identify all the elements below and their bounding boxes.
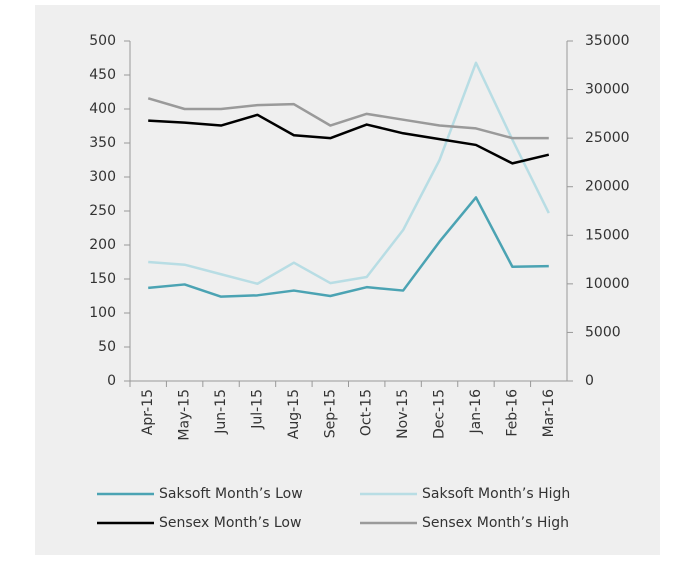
- y-tick-label: 300: [89, 169, 116, 185]
- legend-label: Saksoft Month’s Low: [159, 486, 303, 502]
- legend-label: Sensex Month’s High: [422, 515, 569, 531]
- y2-tick-label: 35000: [585, 33, 630, 49]
- y-tick-label: 450: [89, 67, 116, 83]
- y2-tick-label: 10000: [585, 276, 630, 292]
- x-tick-label: Sep-15: [322, 389, 338, 438]
- y2-tick-label: 0: [585, 373, 594, 389]
- y-tick-label: 0: [107, 373, 116, 389]
- y-tick-label: 150: [89, 271, 116, 287]
- y-tick-label: 100: [89, 305, 116, 321]
- legend-label: Sensex Month’s Low: [159, 515, 301, 531]
- series-line: [148, 113, 550, 165]
- x-tick-label: Jan-16: [468, 389, 484, 435]
- x-tick-label: Jul-15: [249, 389, 265, 430]
- y-tick-label: 250: [89, 203, 116, 219]
- y2-tick-label: 5000: [585, 324, 621, 340]
- y-tick-label: 500: [89, 33, 116, 49]
- legend-label: Saksoft Month’s High: [422, 486, 570, 502]
- series-line: [148, 61, 550, 286]
- y2-tick-label: 20000: [585, 179, 630, 195]
- y-tick-label: 50: [98, 339, 116, 355]
- series-line: [148, 196, 549, 298]
- y2-tick-label: 30000: [585, 82, 630, 98]
- x-tick-label: Aug-15: [286, 389, 302, 439]
- y-tick-label: 200: [89, 237, 116, 253]
- series-line: [147, 97, 549, 140]
- y2-tick-label: 25000: [585, 130, 630, 146]
- x-tick-label: Feb-16: [504, 389, 520, 437]
- x-tick-label: Nov-15: [395, 389, 411, 439]
- x-tick-label: May-15: [177, 389, 193, 441]
- x-tick-label: Oct-15: [359, 389, 375, 436]
- y-tick-label: 350: [89, 135, 116, 151]
- x-tick-label: Jun-15: [213, 389, 229, 435]
- x-tick-label: Apr-15: [140, 389, 156, 435]
- y-tick-label: 400: [89, 101, 116, 117]
- y2-tick-label: 15000: [585, 227, 630, 243]
- x-tick-label: Mar-16: [541, 389, 557, 437]
- x-tick-label: Dec-15: [432, 389, 448, 439]
